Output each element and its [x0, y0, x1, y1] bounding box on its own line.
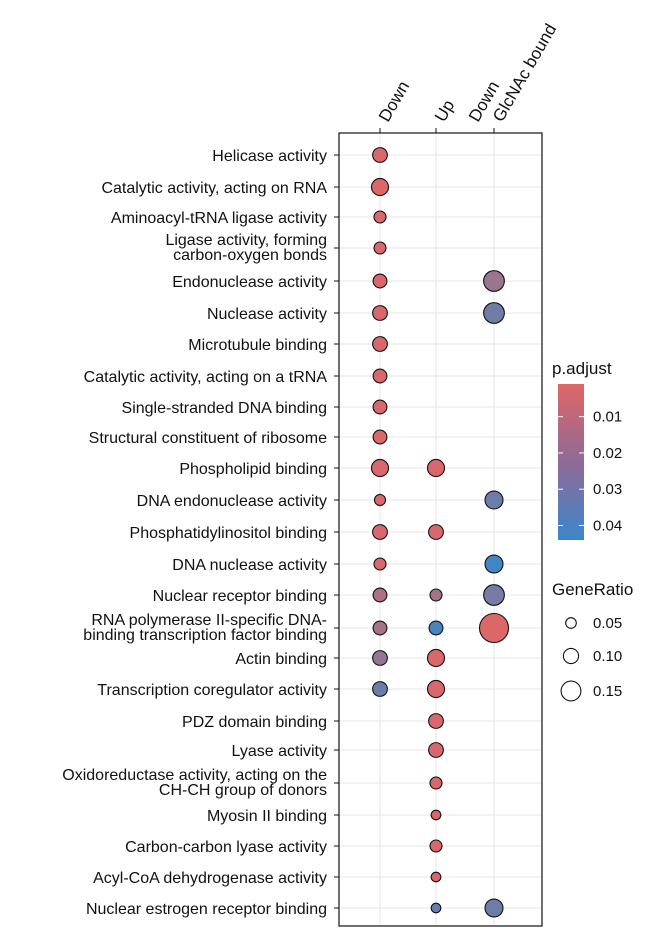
data-point: [426, 679, 446, 699]
data-point: [373, 557, 387, 571]
group-label: Down: [375, 78, 413, 125]
term-label: Acyl-CoA dehydrogenase activity: [93, 870, 327, 887]
data-point: [483, 302, 505, 324]
data-point: [372, 681, 388, 697]
term-labels: Helicase activity Catalytic activity, act…: [62, 148, 339, 918]
data-point: [372, 399, 388, 415]
color-legend: p.adjust 0.01 0.02 0.03 0.04: [552, 359, 622, 540]
size-legend-title: GeneRatio: [552, 580, 633, 599]
data-point: [426, 458, 446, 478]
term-label: RNA polymerase II-specific DNA-binding t…: [83, 612, 327, 644]
term-label: DNA nuclease activity: [172, 557, 327, 574]
term-label: Phosphatidylinositol binding: [130, 525, 327, 542]
term-label: Phospholipid binding: [179, 461, 327, 478]
term-label: Structural constituent of ribosome: [89, 430, 327, 447]
data-point: [372, 650, 388, 666]
term-label: DNA endonuclease activity: [137, 493, 327, 510]
size-legend-circle: [560, 680, 582, 702]
data-point: [372, 273, 388, 289]
data-point: [484, 898, 504, 918]
data-point: [430, 809, 442, 821]
data-point: [370, 177, 390, 197]
size-legend-circle: [562, 647, 580, 665]
color-legend-ticks: 0.01 0.02 0.03 0.04: [558, 409, 622, 534]
term-label: Single-stranded DNA binding: [122, 400, 327, 417]
data-point: [428, 742, 444, 758]
term-label: Catalytic activity, acting on a tRNA: [84, 369, 328, 386]
group-label: Up: [431, 97, 458, 125]
data-point: [372, 429, 388, 445]
term-label: Carbon-carbon lyase activity: [125, 839, 327, 856]
data-point: [429, 776, 443, 790]
data-point: [430, 902, 442, 914]
term-label: Nuclear estrogen receptor binding: [86, 901, 327, 918]
term-label: Ligase activity, forming carbon-oxygen bo…: [165, 232, 327, 264]
data-point: [372, 524, 388, 540]
data-point: [428, 524, 444, 540]
data-point: [372, 368, 388, 384]
size-legend-label: 0.10: [593, 648, 622, 665]
color-tick-label: 0.01: [593, 409, 622, 426]
color-legend-bar: [558, 384, 584, 540]
data-point: [372, 587, 388, 603]
data-point: [430, 871, 442, 883]
data-point: [483, 270, 505, 292]
term-label: Helicase activity: [212, 148, 327, 165]
data-point: [372, 620, 388, 636]
data-point: [370, 458, 390, 478]
term-label: Nuclear receptor binding: [153, 588, 327, 605]
color-tick-label: 0.03: [593, 481, 622, 498]
term-label: Transcription coregulator activity: [97, 682, 327, 699]
data-point: [372, 305, 388, 321]
size-legend-label: 0.15: [593, 683, 622, 700]
term-label: Myosin II binding: [207, 808, 327, 825]
group-label: GlcNAc bound: [489, 21, 560, 125]
color-legend-title: p.adjust: [552, 359, 612, 378]
size-legend: GeneRatio 0.05 0.10 0.15: [552, 580, 633, 702]
term-label: Microtubule binding: [188, 337, 327, 354]
term-label: Actin binding: [235, 651, 327, 668]
data-point: [428, 620, 444, 636]
data-point: [372, 336, 388, 352]
color-tick-label: 0.04: [593, 517, 622, 534]
data-point: [429, 588, 443, 602]
data-points: [370, 147, 510, 918]
plot-panel-border: [338, 132, 543, 927]
data-point: [373, 210, 387, 224]
data-point: [373, 493, 387, 507]
data-point: [484, 490, 504, 510]
data-point: [484, 554, 504, 574]
data-point: [428, 713, 444, 729]
data-point: [478, 612, 510, 644]
data-point: [373, 241, 387, 255]
color-tick-label: 0.02: [593, 445, 622, 462]
term-label: Nuclease activity: [207, 306, 327, 323]
term-label: Catalytic activity, acting on RNA: [101, 180, 327, 197]
term-label: Oxidoreductase activity, acting on the CH…: [62, 767, 327, 799]
data-point: [483, 584, 505, 606]
term-label: Lyase activity: [232, 743, 327, 760]
data-point: [426, 648, 446, 668]
size-legend-label: 0.05: [593, 615, 622, 632]
term-label: Aminoacyl-tRNA ligase activity: [111, 210, 327, 227]
size-legend-circle: [565, 617, 577, 629]
data-point: [429, 839, 443, 853]
term-label: PDZ domain binding: [182, 714, 327, 731]
term-label: Endonuclease activity: [172, 274, 327, 291]
data-point: [372, 147, 388, 163]
